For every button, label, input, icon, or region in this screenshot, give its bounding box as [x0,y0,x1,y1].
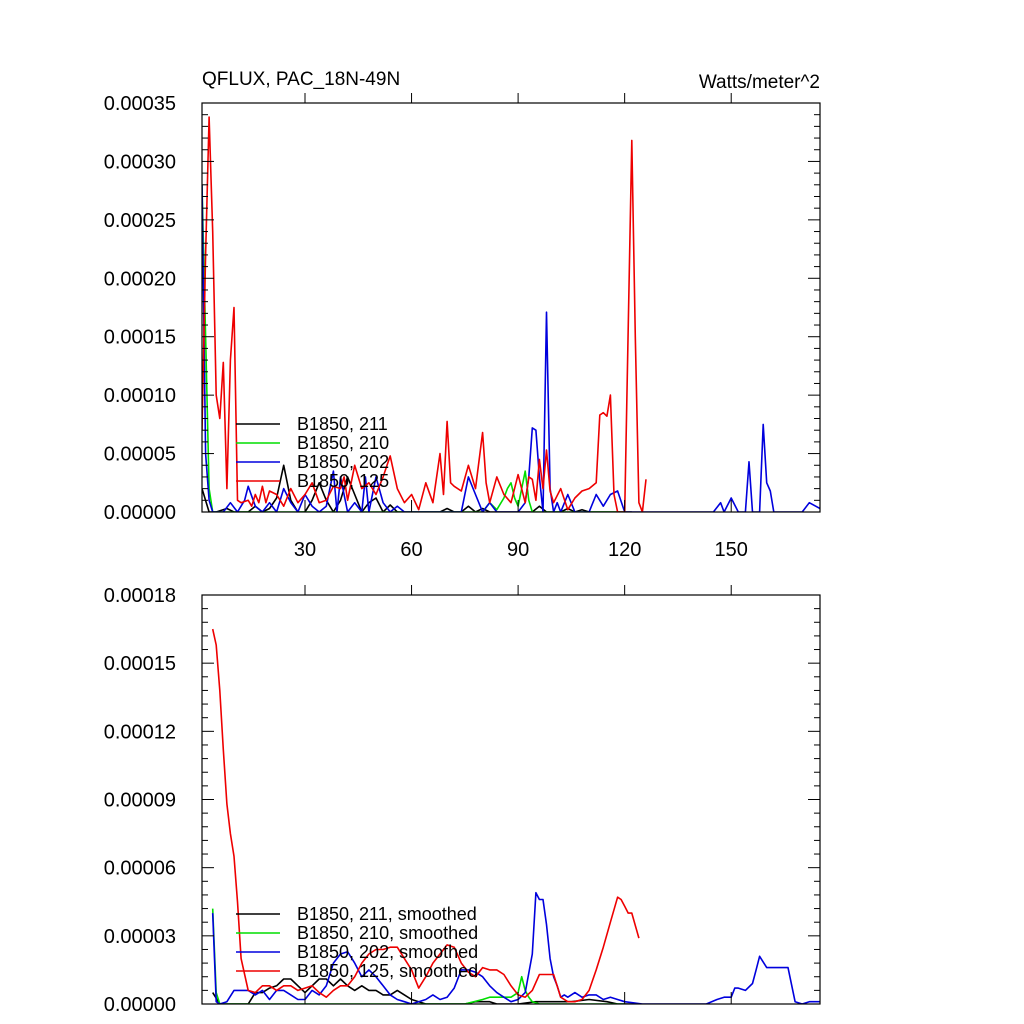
x-tick-label: 120 [608,539,641,561]
y-tick-label: 0.00018 [104,585,176,607]
series-line-4 [202,116,647,512]
y-tick-label: 0.00010 [104,385,176,407]
series-line-3 [202,184,820,512]
series-group [211,628,820,1004]
bottom-panel-smoothed: 0.00000 0.00003 0.00006 0.00009 0.00012 0.000… [104,585,821,1016]
legend-label: B1850, 210, smoothed [297,923,478,943]
y-tick-label: 0.00005 [104,444,176,466]
series-line-4 [211,628,640,1003]
series-line-1 [202,464,632,512]
legend-label: B1850, 211, smoothed [297,904,477,924]
legend-label: B1850, 211 [297,414,388,434]
legend-label: B1850, 202 [297,452,389,472]
legend-label: B1850, 125, smoothed [297,961,478,981]
x-tick-label: 150 [715,539,748,561]
plot-frame [201,594,821,1005]
x-tick-label: 30 [294,539,316,561]
units-label: Watts/meter^2 [699,72,820,93]
y-tick-label: 0.00012 [104,721,176,743]
y-tick-label: 0.00015 [104,327,176,349]
series-line-2 [211,908,625,1004]
y-tick-label: 0.00035 [104,93,176,115]
series-line-1 [212,978,639,1004]
legend-label: B1850, 202, smoothed [297,942,478,962]
plot-frame [201,102,821,513]
y-tick-label: 0.00000 [104,994,176,1016]
y-tick-label: 0.00030 [104,151,176,173]
series-line-2 [202,184,625,512]
series-group [202,116,820,512]
x-tick-label: 60 [400,539,422,561]
y-tick-label: 0.00025 [104,210,176,232]
legend-label: B1850, 210 [297,433,389,453]
legend-label: B1850, 125 [297,471,389,491]
y-tick-label: 0.00006 [104,858,176,880]
series-line-3 [211,891,820,1004]
y-tick-label: 0.00020 [104,268,176,290]
y-tick-label: 0.00009 [104,790,176,812]
x-tick-label: 90 [507,539,529,561]
chart-title: QFLUX, PAC_18N-49N [202,69,400,90]
top-panel-raw: 0.00000 0.00005 0.00010 0.00015 0.00020 0.000… [104,93,821,561]
y-tick-label: 0.00003 [104,926,176,948]
y-tick-label: 0.00000 [104,502,176,524]
y-tick-label: 0.00015 [104,653,176,675]
